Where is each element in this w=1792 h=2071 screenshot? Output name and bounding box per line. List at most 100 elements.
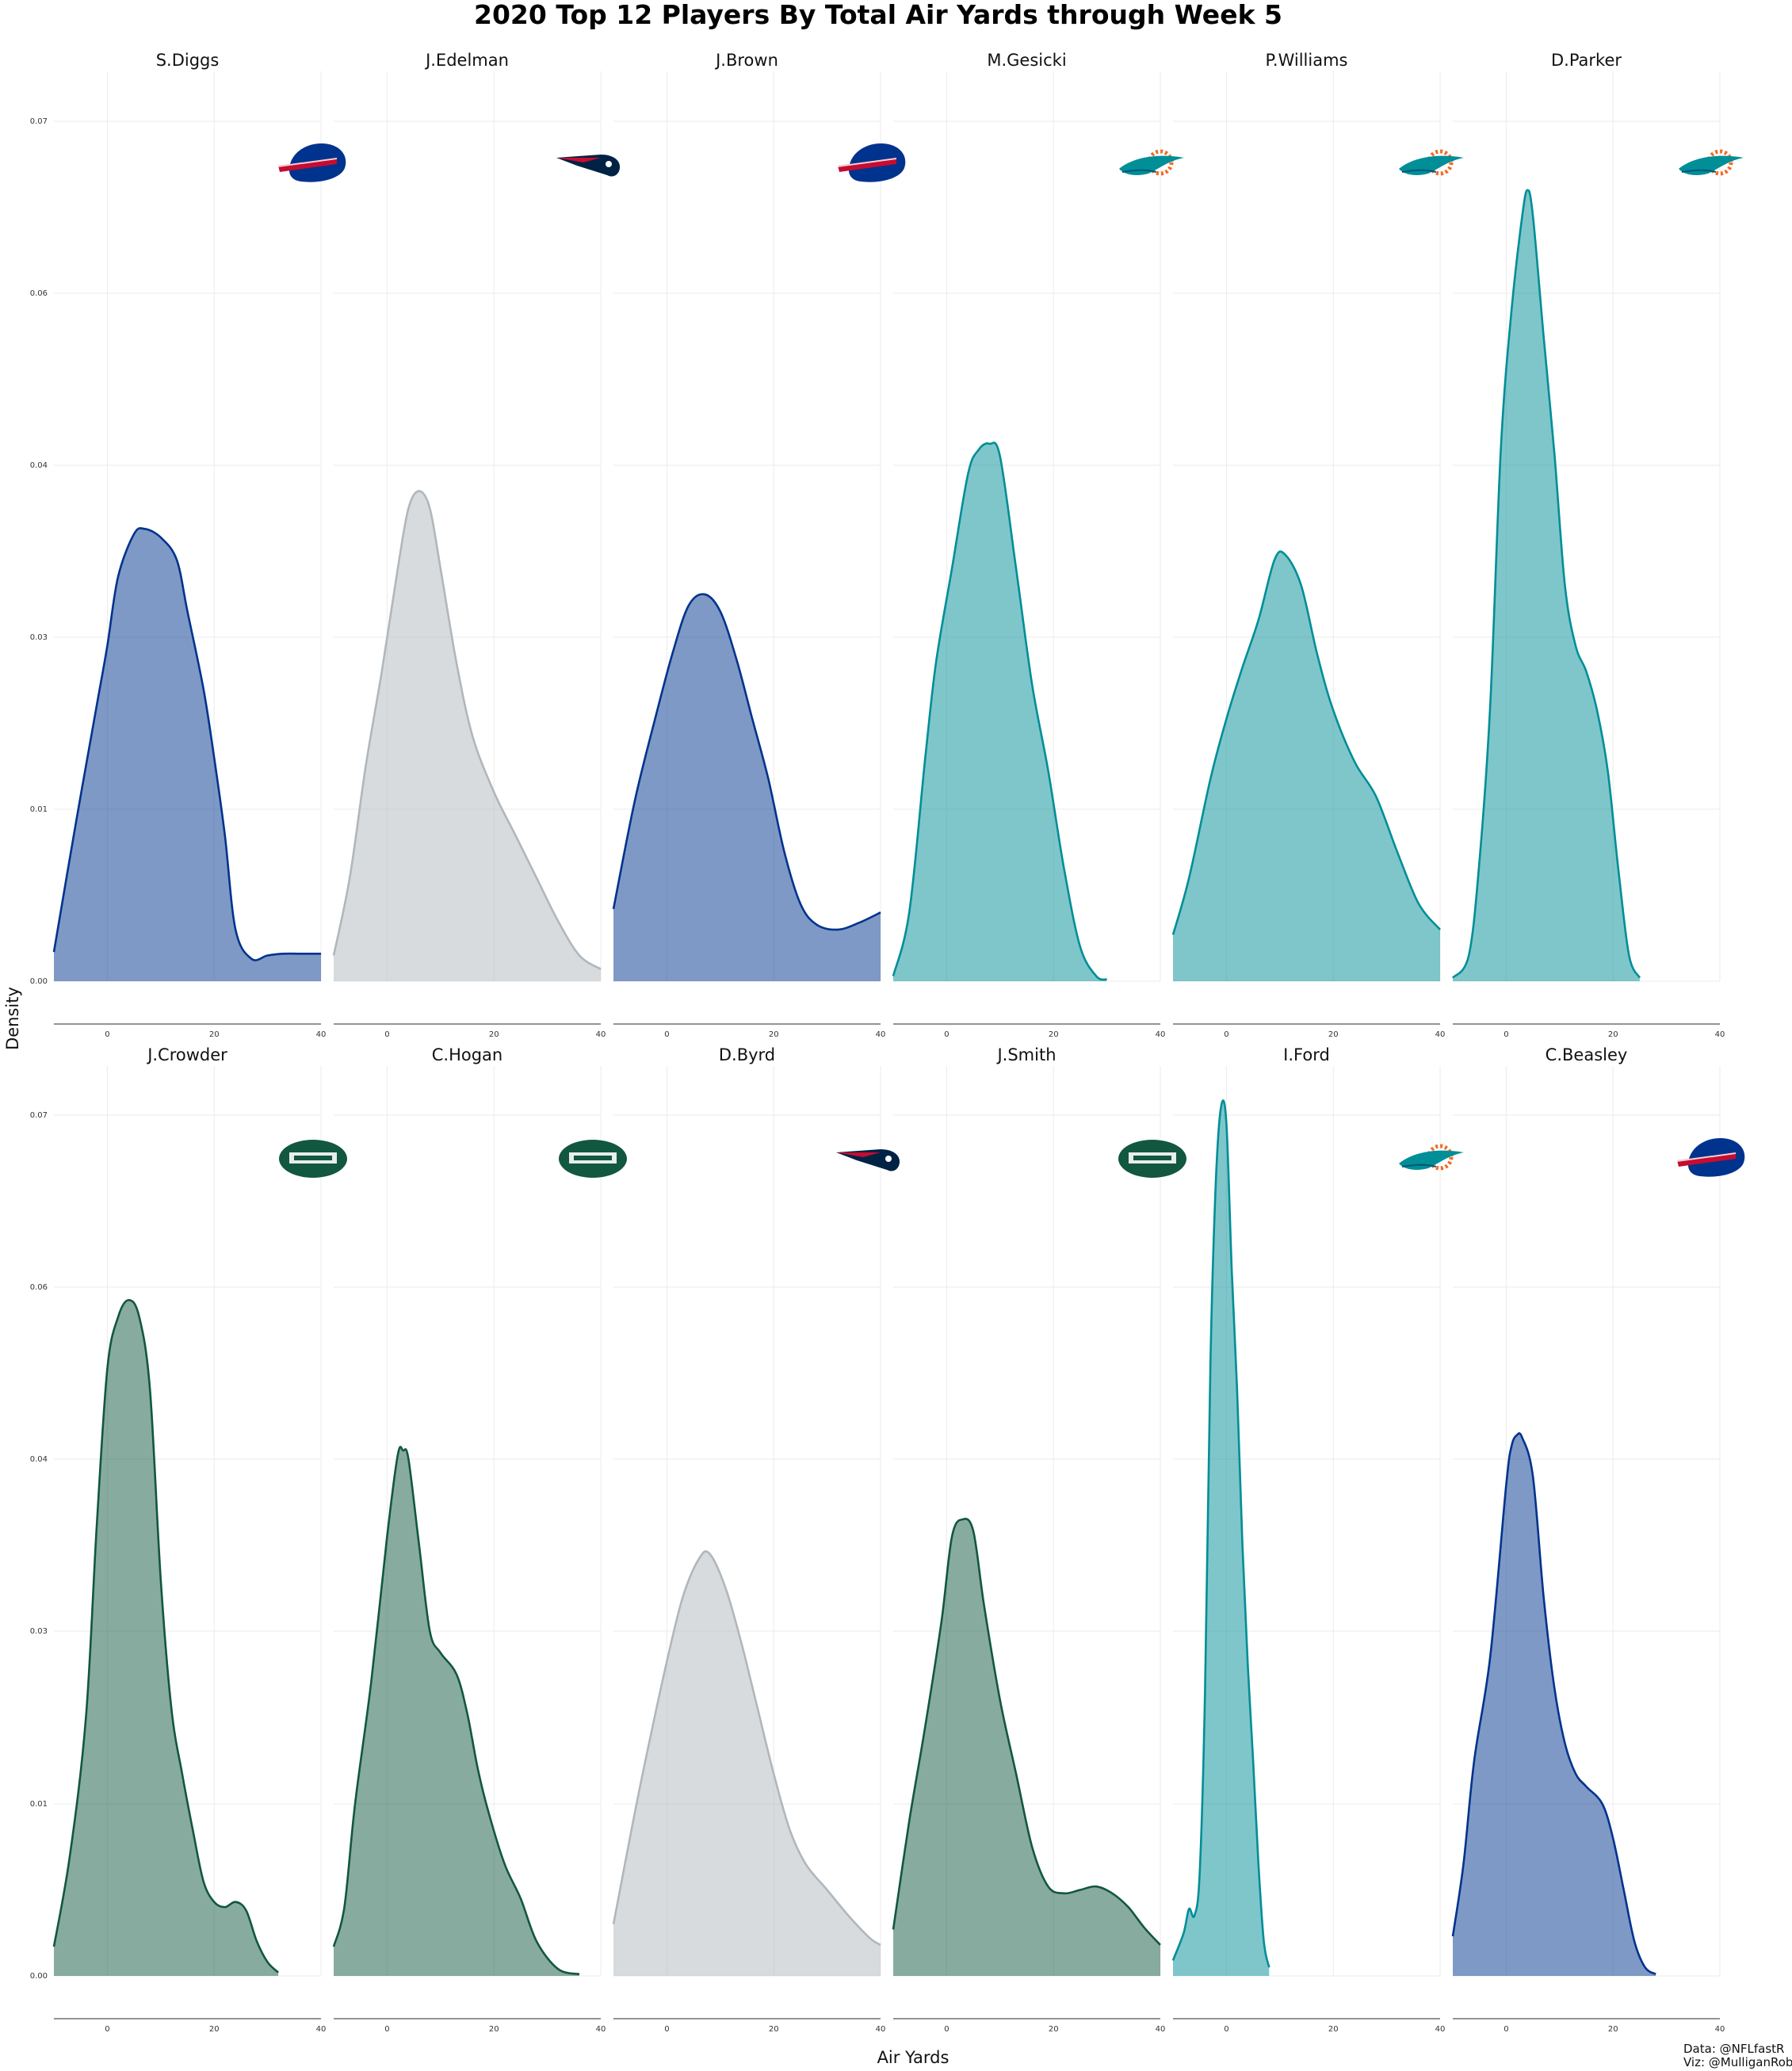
x-tick-label: 20 [1049,1030,1059,1039]
x-tick-label: 20 [209,1030,220,1039]
x-tick-label: 40 [1156,1030,1166,1039]
panel-title: J.Crowder [146,1045,227,1064]
density-area [893,1519,1160,1976]
density-area [1453,1433,1656,1976]
x-tick-label: 40 [596,2025,606,2034]
density-line [52,1298,279,1974]
chart-title: 2020 Top 12 Players By Total Air Yards t… [474,0,1282,30]
facet-panels: 0.00 0.01 0.03 0.04 0.06 0.07 0 20 40 S.Diggs 0 20 4… [30,51,1745,2034]
y-tick-label: 0.07 [30,117,48,126]
caption-data-source: Data: @NFLfastR [1683,2042,1784,2056]
x-tick-label: 40 [316,1030,327,1039]
dolphins-logo-icon [1399,1144,1464,1171]
density-area [54,1300,279,1976]
y-tick-label: 0.04 [30,1455,48,1464]
density-area [1173,1100,1270,1976]
x-tick-label: 0 [384,1030,389,1039]
panel-title: D.Parker [1551,51,1622,70]
density-area [334,491,601,981]
density-line [52,527,321,961]
density-line [332,490,602,970]
panel-title: J.Brown [714,51,778,70]
x-tick-label: 20 [1608,2025,1618,2034]
facet-panel: 0 20 40 C.Hogan [332,1045,627,2034]
x-tick-label: 40 [876,1030,886,1039]
x-tick-label: 40 [1156,2025,1166,2034]
patriots-logo-icon [836,1149,900,1171]
x-tick-label: 0 [384,2025,389,2034]
facet-panel: 0 20 40 J.Edelman [332,51,621,1039]
x-tick-label: 0 [105,2025,109,2034]
bills-logo-icon [1677,1138,1745,1177]
density-line [892,1518,1161,1946]
facet-panel: 0 20 40 M.Gesicki [892,51,1184,1039]
y-tick-label: 0.00 [30,1972,48,1981]
x-tick-label: 20 [209,2025,220,2034]
y-tick-label: 0.03 [30,633,48,642]
panel-title: S.Diggs [156,51,220,70]
y-tick-label: 0.00 [30,977,48,986]
facet-panel: 0 20 40 D.Byrd [612,1045,900,2034]
caption-viz-author: Viz: @MulliganRob [1683,2055,1792,2069]
facet-panel: 0.00 0.01 0.03 0.04 0.06 0.07 0 20 40 J.Crowder [30,1045,347,2034]
x-tick-label: 0 [1224,1030,1228,1039]
x-tick-label: 20 [1328,1030,1339,1039]
x-tick-label: 40 [1715,2025,1725,2034]
facet-panel: 0 20 40 C.Beasley [1451,1045,1745,2034]
y-tick-label: 0.07 [30,1111,48,1120]
x-tick-label: 40 [596,1030,606,1039]
x-tick-label: 20 [1049,2025,1059,2034]
panel-title: M.Gesicki [987,51,1066,70]
density-area [54,528,321,981]
x-tick-label: 20 [769,2025,779,2034]
x-tick-label: 40 [1435,1030,1446,1039]
x-tick-label: 40 [316,2025,327,2034]
density-line [612,593,881,931]
x-tick-label: 0 [105,1030,109,1039]
panel-title: J.Smith [995,1045,1056,1064]
density-line [1451,1432,1656,1975]
bills-logo-icon [278,143,346,182]
facet-panel: 0 20 40 P.Williams [1171,51,1464,1039]
density-line [1451,189,1641,979]
facet-panel: 0 20 40 I.Ford [1171,1045,1464,2034]
y-axis-title: Density [3,987,22,1050]
density-line [1171,550,1441,935]
y-tick-label: 0.04 [30,461,48,470]
x-tick-label: 20 [489,1030,499,1039]
x-tick-label: 20 [1608,1030,1618,1039]
panel-title: D.Byrd [719,1045,775,1064]
x-tick-label: 0 [1224,2025,1228,2034]
density-line [612,1550,881,1947]
density-area [613,1551,881,1976]
x-tick-label: 0 [944,2025,949,2034]
x-tick-label: 40 [1435,2025,1446,2034]
density-line [1171,1099,1270,1968]
y-tick-label: 0.03 [30,1627,48,1636]
jets-logo-icon [559,1140,627,1178]
x-tick-label: 0 [1504,1030,1508,1039]
panel-title: P.Williams [1266,51,1348,70]
panel-title: I.Ford [1283,1045,1330,1064]
x-tick-label: 0 [664,1030,669,1039]
density-area [1453,189,1640,982]
dolphins-logo-icon [1679,149,1744,176]
density-area [334,1446,579,1976]
panel-title: C.Beasley [1546,1045,1628,1064]
facet-panel: 0 20 40 J.Smith [892,1045,1186,2034]
facet-panel: 0.00 0.01 0.03 0.04 0.06 0.07 0 20 40 S.Diggs [30,51,346,1039]
x-tick-label: 0 [1504,2025,1508,2034]
dolphins-logo-icon [1119,149,1184,176]
density-line [332,1446,580,1976]
panel-title: C.Hogan [432,1045,503,1064]
panel-title: J.Edelman [424,51,509,70]
facet-panel: 0 20 40 D.Parker [1451,51,1744,1039]
x-tick-label: 40 [1715,1030,1725,1039]
x-axis-title: Air Yards [877,2048,949,2067]
y-tick-label: 0.01 [30,1800,48,1809]
density-area [893,442,1107,981]
y-tick-label: 0.06 [30,289,48,298]
bills-logo-icon [838,143,906,182]
density-area [613,594,881,981]
